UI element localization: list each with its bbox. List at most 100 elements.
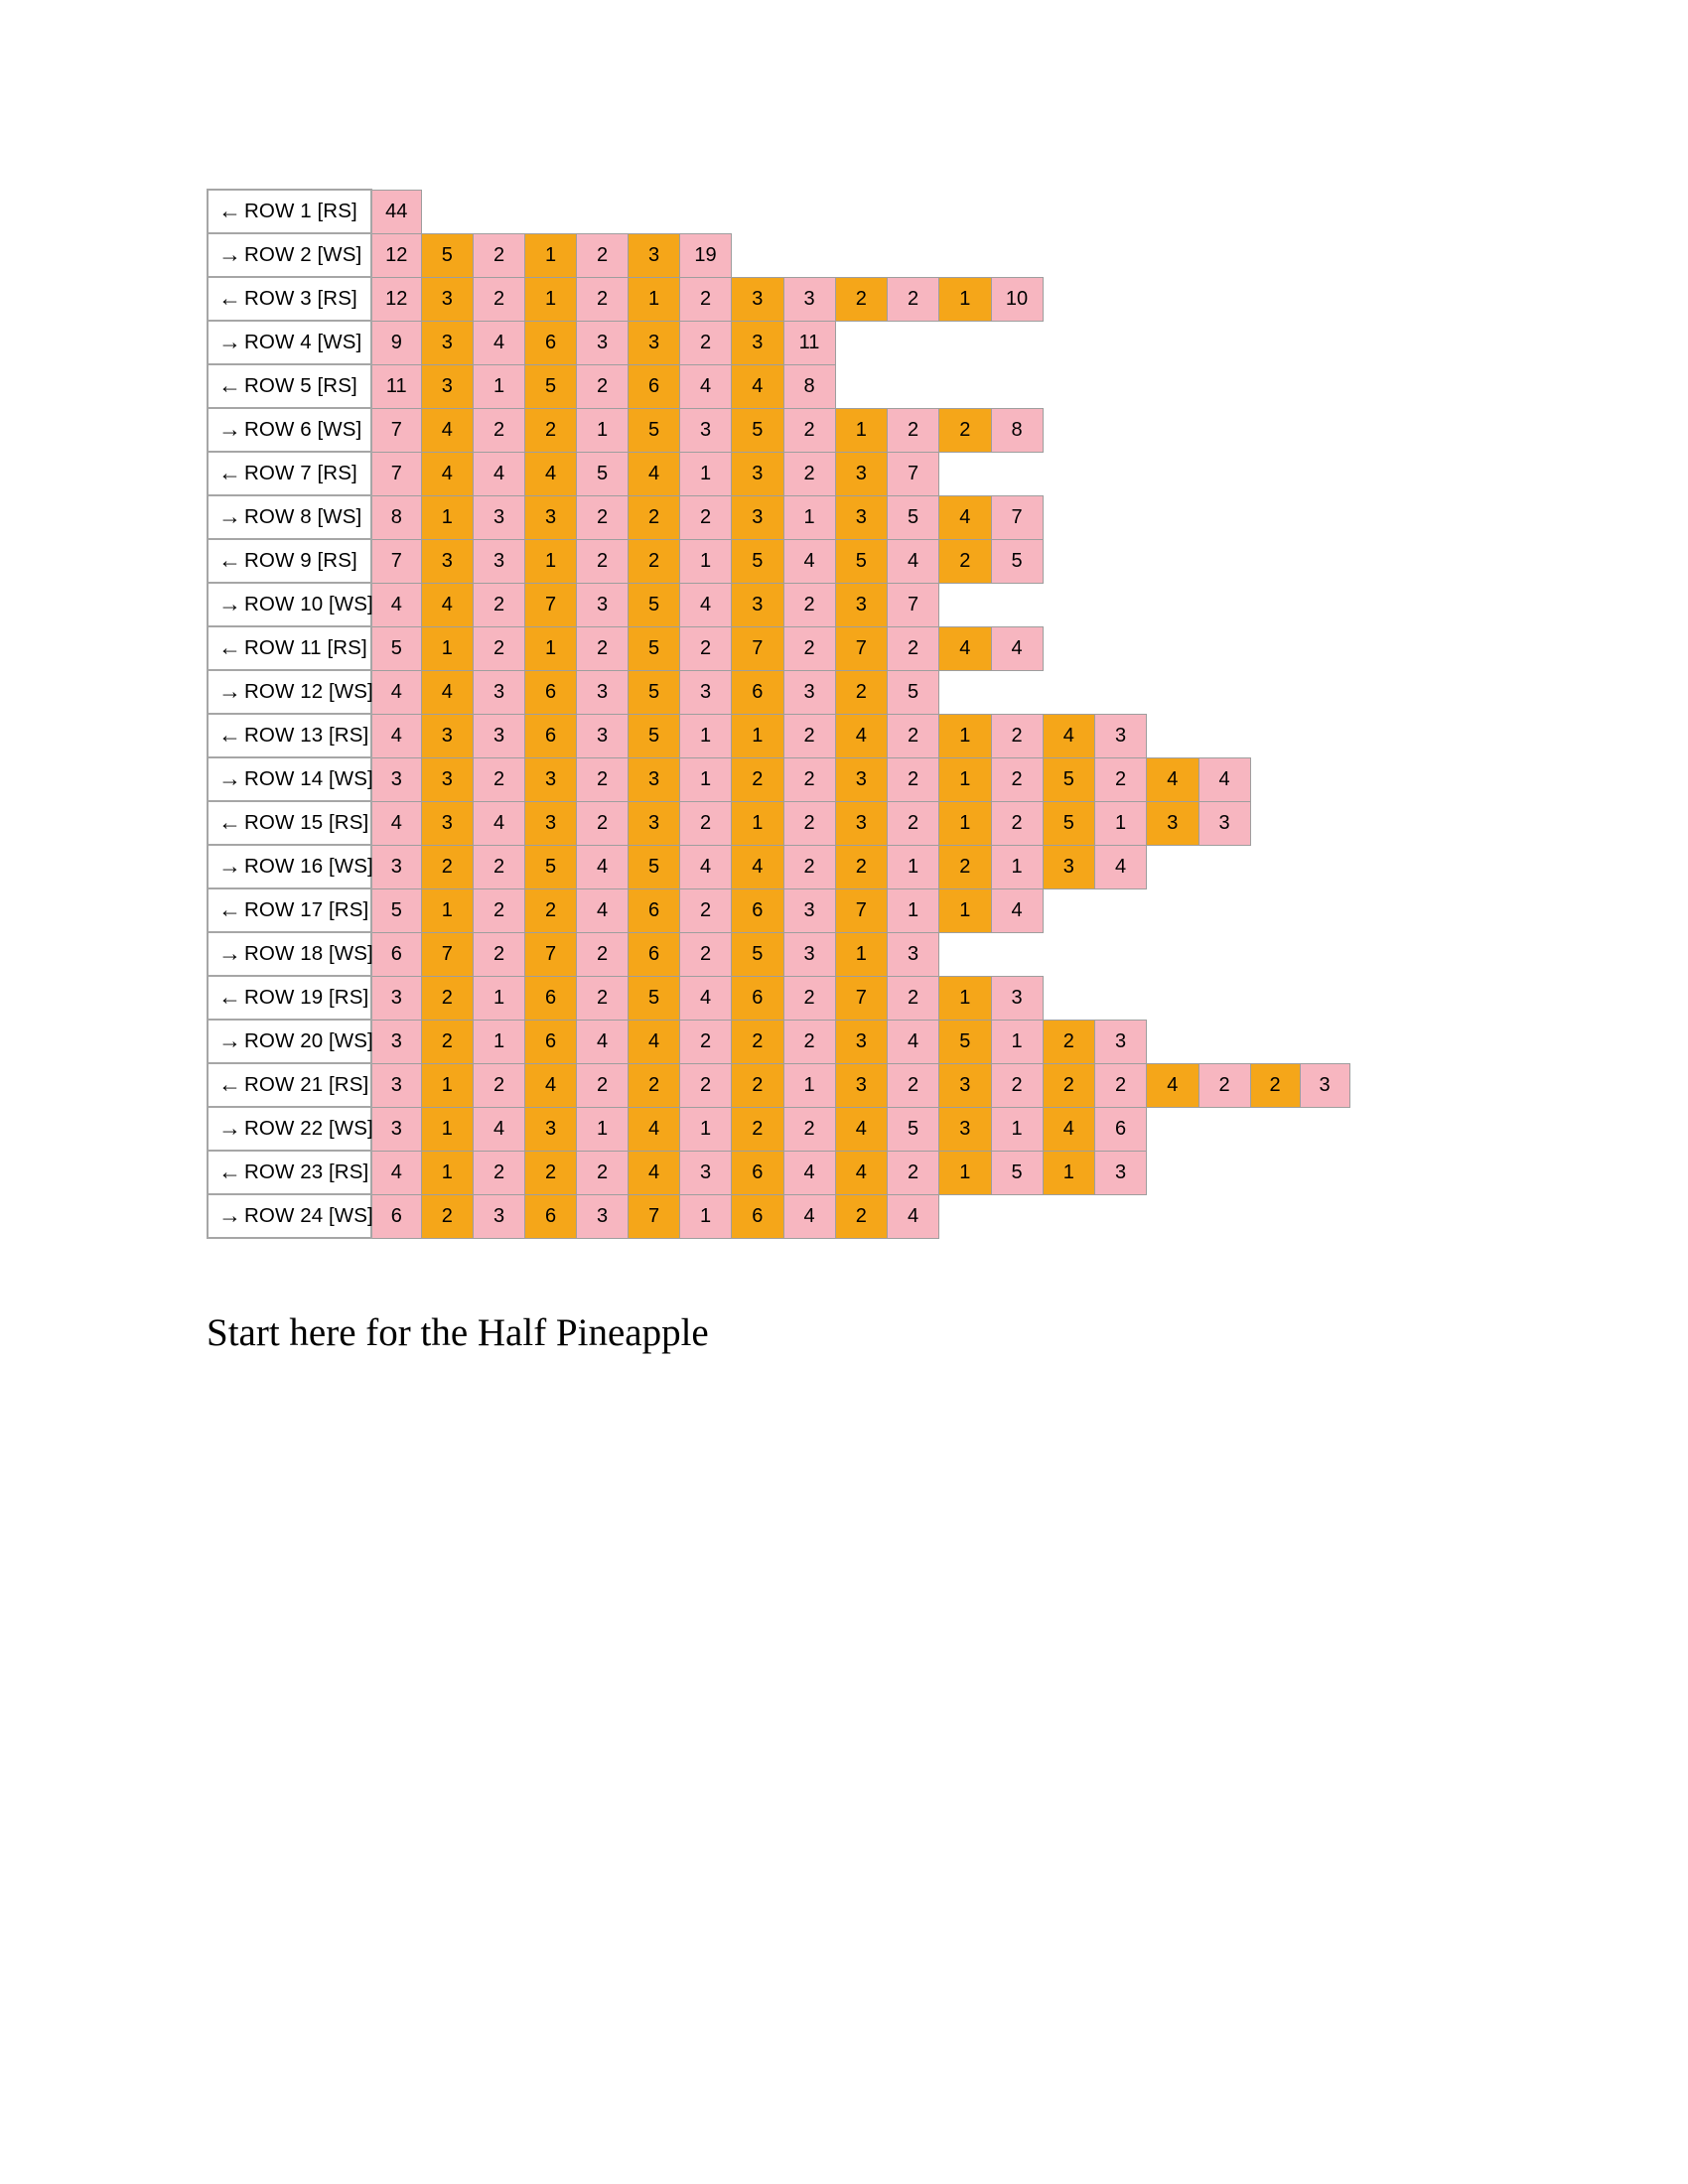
stitch-cell: 2	[782, 800, 836, 846]
stitch-cell: 3	[473, 713, 525, 758]
empty-cell	[1043, 364, 1095, 408]
stitch-cell: 2	[420, 1019, 474, 1064]
stitch-cell: 6	[370, 1193, 422, 1239]
empty-cell	[1095, 976, 1147, 1020]
empty-cell	[991, 364, 1043, 408]
arrow-left-icon: ←	[218, 634, 242, 660]
arrow-left-icon: ←	[218, 722, 242, 748]
stitch-cell: 2	[679, 494, 732, 540]
stitch-cell: 3	[576, 582, 629, 627]
stitch-cell: 1	[1094, 800, 1147, 846]
empty-cell	[1147, 539, 1199, 583]
stitch-cell: 1	[938, 276, 992, 322]
stitch-cell: 4	[370, 713, 422, 758]
empty-cell	[1095, 583, 1147, 626]
empty-cell	[1043, 670, 1095, 714]
stitch-cell: 3	[679, 407, 732, 453]
empty-cell	[1043, 626, 1095, 670]
stitch-cell: 4	[1197, 756, 1251, 802]
stitch-cell: 4	[782, 1193, 836, 1239]
stitch-cell: 2	[576, 756, 629, 802]
row-label-13: ← ROW 13 [RS]	[207, 713, 372, 758]
empty-cell	[1043, 539, 1095, 583]
row-label-16: → ROW 16 [WS]	[207, 844, 373, 889]
stitch-cell: 3	[473, 538, 525, 584]
arrow-right-icon: →	[218, 1202, 242, 1228]
stitch-cell: 7	[420, 931, 474, 977]
stitch-cell: 5	[628, 975, 680, 1021]
stitch-cell: 4	[679, 975, 732, 1021]
empty-cell	[1095, 321, 1147, 364]
row-label-4: → ROW 4 [WS]	[207, 320, 372, 365]
stitch-cell: 5	[524, 844, 577, 889]
stitch-cell: 1	[679, 713, 732, 758]
stitch-cell: 5	[731, 407, 784, 453]
empty-cell	[1198, 233, 1250, 277]
stitch-cell: 2	[782, 975, 836, 1021]
stitch-cell: 1	[473, 975, 525, 1021]
stitch-cell: 1	[420, 1106, 474, 1152]
empty-cell	[1043, 408, 1095, 452]
empty-cell	[1147, 321, 1199, 364]
stitch-cell: 3	[576, 713, 629, 758]
row-label-text: ROW 16 [WS]	[244, 855, 373, 878]
stitch-cell: 3	[731, 276, 784, 322]
row-label-23: ← ROW 23 [RS]	[207, 1150, 372, 1195]
stitch-cell: 3	[1146, 800, 1199, 846]
arrow-right-icon: →	[218, 940, 242, 966]
stitch-cell: 4	[731, 363, 784, 409]
empty-cell	[1095, 626, 1147, 670]
chart-row: → ROW 10 [WS] 4 4 2 7 3 5 4 3 2 3 7	[207, 582, 1349, 627]
stitch-cell: 1	[834, 407, 888, 453]
empty-cell	[1095, 539, 1147, 583]
stitch-cell: 7	[370, 538, 422, 584]
stitch-cell: 2	[473, 756, 525, 802]
stitch-cell: 2	[473, 232, 525, 278]
stitch-cell: 1	[679, 1106, 732, 1152]
stitch-cell: 2	[420, 975, 474, 1021]
stitch-cell: 3	[1094, 713, 1147, 758]
stitch-cell: 5	[1042, 756, 1095, 802]
chart-row: ← ROW 9 [RS] 7 3 3 1 2 2 1 5 4 5 4 2 5	[207, 538, 1349, 584]
stitch-cell: 2	[887, 1062, 939, 1108]
stitch-cell: 1	[576, 1106, 629, 1152]
empty-cell	[835, 190, 888, 233]
stitch-cell: 5	[1042, 800, 1095, 846]
stitch-cell: 5	[628, 713, 680, 758]
arrow-right-icon: →	[218, 241, 242, 267]
stitch-cell: 2	[782, 625, 836, 671]
stitch-cell: 5	[628, 844, 680, 889]
empty-cell	[1043, 495, 1095, 539]
stitch-cell: 3	[679, 669, 732, 715]
row-label-text: ROW 9 [RS]	[244, 549, 357, 572]
stitch-cell: 2	[990, 756, 1044, 802]
empty-cell	[421, 190, 474, 233]
empty-cell	[1198, 932, 1250, 976]
empty-cell	[1095, 408, 1147, 452]
arrow-right-icon: →	[218, 329, 242, 354]
stitch-cell: 2	[938, 407, 992, 453]
stitch-cell: 3	[420, 538, 474, 584]
stitch-cell: 19	[679, 232, 732, 278]
stitch-cell: 2	[628, 494, 680, 540]
empty-cell	[1043, 932, 1095, 976]
empty-cell	[1147, 888, 1199, 932]
row-label-text: ROW 18 [WS]	[244, 942, 373, 965]
stitch-cell: 4	[1042, 1106, 1095, 1152]
stitch-cell: 1	[938, 887, 992, 933]
stitch-cell: 1	[420, 625, 474, 671]
stitch-cell: 4	[576, 887, 629, 933]
empty-cell	[783, 190, 835, 233]
stitch-cell: 6	[731, 669, 784, 715]
stitch-cell: 1	[887, 844, 939, 889]
row-label-6: → ROW 6 [WS]	[207, 407, 372, 453]
stitch-cell: 2	[887, 800, 939, 846]
stitch-cell: 3	[420, 276, 474, 322]
stitch-cell: 2	[990, 713, 1044, 758]
stitch-cell: 4	[420, 407, 474, 453]
row-label-text: ROW 19 [RS]	[244, 986, 369, 1009]
stitch-cell: 5	[628, 625, 680, 671]
stitch-cell: 3	[1299, 1062, 1350, 1108]
row-label-text: ROW 7 [RS]	[244, 462, 357, 484]
empty-cell	[1198, 670, 1250, 714]
